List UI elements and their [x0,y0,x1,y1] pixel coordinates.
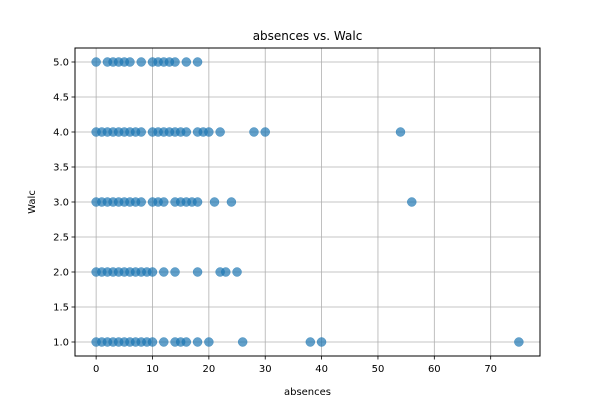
data-point [249,127,259,137]
x-tick-label: 60 [428,364,441,375]
data-point [192,337,203,347]
data-point [125,57,135,67]
data-point [159,337,169,347]
data-point [215,127,225,137]
data-point [181,127,192,137]
y-tick-label: 4.0 [53,128,69,139]
x-tick-label: 20 [202,364,215,375]
data-points [91,57,524,347]
data-point [181,337,192,347]
y-tick-label: 5.0 [53,58,69,69]
data-point [305,337,316,347]
data-point [136,197,146,207]
data-point [260,127,270,137]
data-point [159,197,169,207]
data-point [192,267,203,277]
y-tick-label: 3.5 [53,163,69,174]
x-tick-label: 0 [93,364,99,375]
y-tick-label: 1.5 [53,303,69,314]
y-axis-label: Walc [27,190,38,214]
data-point [407,197,417,207]
data-point [159,267,169,277]
x-tick-label: 50 [372,364,385,375]
data-point [170,267,180,277]
data-point [316,337,327,347]
y-tick-label: 2.5 [53,233,69,244]
data-point [204,127,214,137]
x-axis-label: absences [284,387,331,398]
data-point [147,267,158,277]
y-tick-label: 4.5 [53,93,69,104]
data-point [204,337,214,347]
x-tick-label: 30 [259,364,272,375]
data-point [221,267,231,277]
data-point [237,337,248,347]
data-point [181,57,192,67]
data-point [395,127,406,137]
data-point [232,267,242,277]
x-tick-label: 70 [484,364,497,375]
data-point [192,57,203,67]
y-tick-label: 1.0 [53,338,69,349]
y-tick-label: 3.0 [53,198,69,209]
data-point [91,57,101,67]
data-point [147,337,158,347]
data-point [136,127,146,137]
chart-title: absences vs. Walc [253,29,363,43]
data-point [209,197,220,207]
data-point [226,197,237,207]
data-point [170,57,180,67]
x-axis-ticks: 0 10 20 30 40 50 60 70 [93,356,497,375]
x-tick-label: 40 [315,364,328,375]
x-tick-label: 10 [146,364,159,375]
data-point [514,337,524,347]
y-tick-label: 2.0 [53,268,69,279]
data-point [192,197,203,207]
data-point [136,57,146,67]
y-axis-ticks: 1.0 1.5 2.0 2.5 3.0 3.5 4.0 4.5 5.0 [53,58,75,349]
